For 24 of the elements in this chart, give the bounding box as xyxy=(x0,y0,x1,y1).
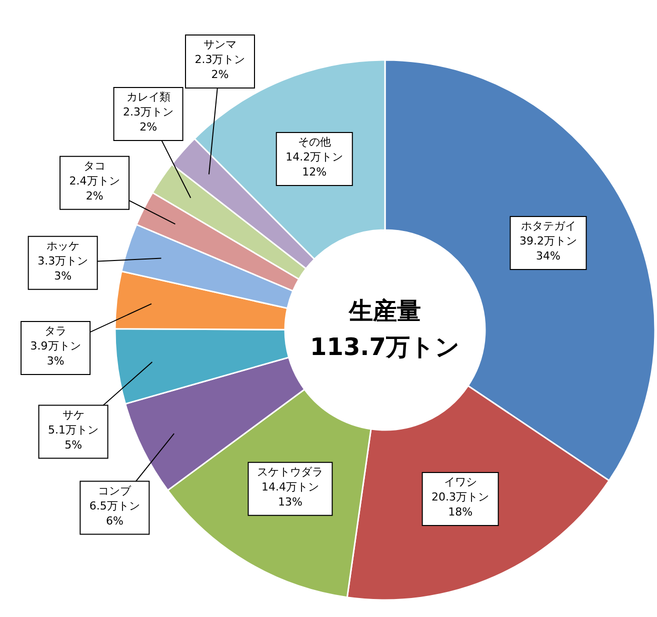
data-label: 14.2万トン 12% xyxy=(286,150,344,179)
slice-label: スケトウダラ xyxy=(257,465,324,478)
slice-label: サケ xyxy=(62,408,84,422)
data-label: 2.3万トン 2% xyxy=(123,106,174,134)
data-label: 3.3万トン 3% xyxy=(38,254,88,282)
slice-label: コンブ xyxy=(98,484,132,498)
data-label: 20.3万トン 18% xyxy=(432,490,490,518)
slice-label: タコ xyxy=(84,159,106,172)
slice-label: ホッケ xyxy=(46,239,80,252)
data-label: 6.5万トン 6% xyxy=(89,499,140,528)
text: 生産量 xyxy=(348,297,421,325)
slice-label: サンマ xyxy=(204,38,236,52)
slice-label: その他 xyxy=(298,136,331,149)
slice-label: タラ xyxy=(44,324,67,338)
data-label: 14.4万トン 13% xyxy=(261,480,319,508)
slice-label: イワシ xyxy=(444,475,477,488)
data-label: 3.9万トン 3% xyxy=(30,340,81,368)
slice-label: ホタテガイ xyxy=(520,220,576,233)
data-label: 2.3万トン 2% xyxy=(194,53,246,82)
slice-label: カレイ類 xyxy=(126,90,170,104)
data-label: 2.4万トン 2% xyxy=(69,174,120,202)
data-label: 5.1万トン 5% xyxy=(48,423,99,452)
text: 113.7万トン xyxy=(310,333,460,361)
data-label: 39.2万トン 34% xyxy=(520,234,578,263)
